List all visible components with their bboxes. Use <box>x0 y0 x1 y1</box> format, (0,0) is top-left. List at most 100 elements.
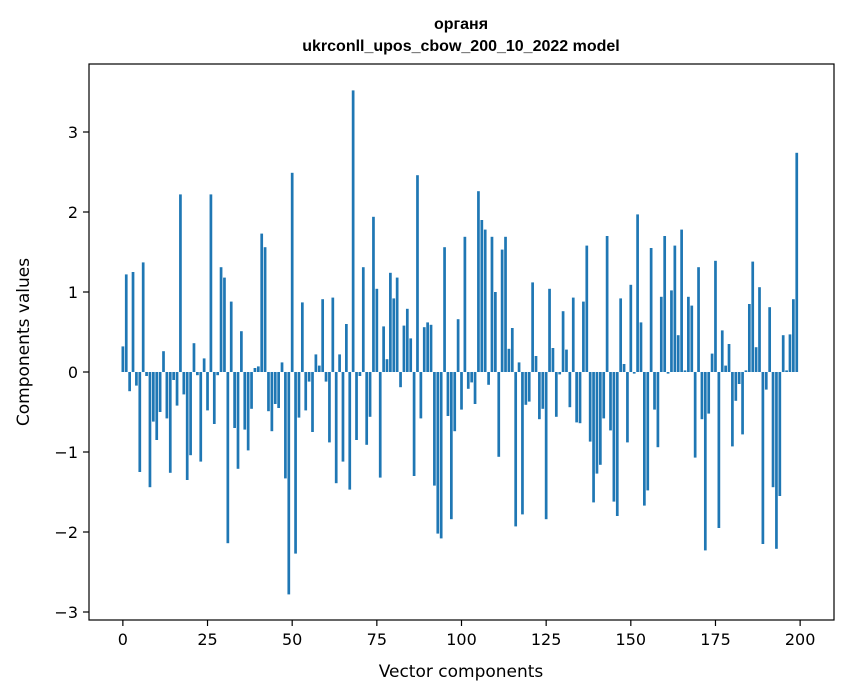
bar <box>487 372 490 385</box>
bar <box>707 372 711 414</box>
bar <box>216 372 220 376</box>
bar <box>297 372 301 418</box>
bar <box>538 372 541 420</box>
bar <box>439 372 443 539</box>
bar <box>531 282 534 372</box>
bar <box>666 372 670 374</box>
bar <box>338 354 341 372</box>
bar <box>351 90 355 373</box>
bar <box>250 372 253 409</box>
bars-group <box>121 90 799 595</box>
x-tick-label: 75 <box>367 630 387 649</box>
bar <box>155 372 159 440</box>
bar <box>781 335 785 372</box>
x-tick-label: 125 <box>531 630 562 649</box>
bar <box>422 327 426 372</box>
bar <box>554 372 558 417</box>
bar <box>382 326 385 372</box>
bar <box>419 372 423 419</box>
bar <box>399 372 402 388</box>
bar <box>172 372 176 380</box>
bar <box>619 298 623 372</box>
bar <box>575 372 578 423</box>
bar <box>598 372 602 465</box>
bar <box>189 372 192 456</box>
bar <box>412 372 416 476</box>
bar <box>256 366 260 372</box>
bar <box>202 358 206 372</box>
bar <box>731 372 734 447</box>
bar <box>646 372 650 491</box>
bar <box>233 372 236 428</box>
bar <box>311 372 314 432</box>
bar <box>670 290 673 372</box>
bar <box>165 372 169 419</box>
bar <box>649 248 653 372</box>
bar <box>568 372 572 408</box>
bar <box>226 372 230 544</box>
bar <box>263 247 267 372</box>
bar <box>395 277 399 372</box>
bar <box>710 353 714 372</box>
bar <box>514 372 518 527</box>
bar <box>595 372 599 474</box>
y-tick-label: −2 <box>54 523 78 542</box>
y-tick-label: −3 <box>54 603 78 622</box>
bar <box>182 372 186 395</box>
x-tick-label: 150 <box>616 630 647 649</box>
bar <box>389 272 392 372</box>
bar <box>578 372 582 424</box>
bar <box>280 362 284 372</box>
y-tick-label: 1 <box>68 283 78 302</box>
bar <box>199 372 203 462</box>
bar <box>449 372 453 520</box>
bar <box>236 372 240 469</box>
bar <box>622 364 626 372</box>
bar <box>358 372 362 376</box>
bar <box>615 372 619 516</box>
bar <box>643 372 646 506</box>
bar <box>693 372 697 458</box>
bar <box>179 194 182 372</box>
bar <box>714 260 717 372</box>
bar <box>612 372 616 502</box>
bar <box>517 362 521 372</box>
bar <box>135 372 138 386</box>
x-tick-label: 25 <box>197 630 217 649</box>
bar <box>717 372 721 528</box>
y-axis: −3 −2 −1 0 1 2 3 <box>54 123 89 622</box>
bar <box>504 236 507 372</box>
bar <box>541 372 545 409</box>
x-tick-label: 0 <box>118 630 128 649</box>
x-tick-label: 200 <box>785 630 816 649</box>
bar <box>148 372 152 488</box>
bar <box>317 365 321 372</box>
bar <box>405 308 409 372</box>
bar <box>341 372 345 462</box>
bar <box>527 372 531 402</box>
bar <box>687 296 690 372</box>
bar <box>402 325 406 372</box>
bar <box>192 343 196 372</box>
bar <box>324 372 328 382</box>
bar <box>446 372 450 416</box>
bar <box>676 335 680 372</box>
bar <box>385 359 389 372</box>
bar <box>240 331 243 372</box>
bar <box>734 372 738 401</box>
bar <box>585 245 589 372</box>
bar <box>355 372 358 440</box>
bar <box>680 229 683 372</box>
bar <box>141 262 145 372</box>
bar <box>524 372 528 405</box>
bar <box>588 372 592 442</box>
y-tick-label: 3 <box>68 123 78 142</box>
bar <box>507 348 511 372</box>
bar <box>697 267 700 372</box>
bar <box>775 372 778 549</box>
bar <box>463 236 467 372</box>
bar <box>788 334 792 372</box>
bar <box>138 372 142 472</box>
